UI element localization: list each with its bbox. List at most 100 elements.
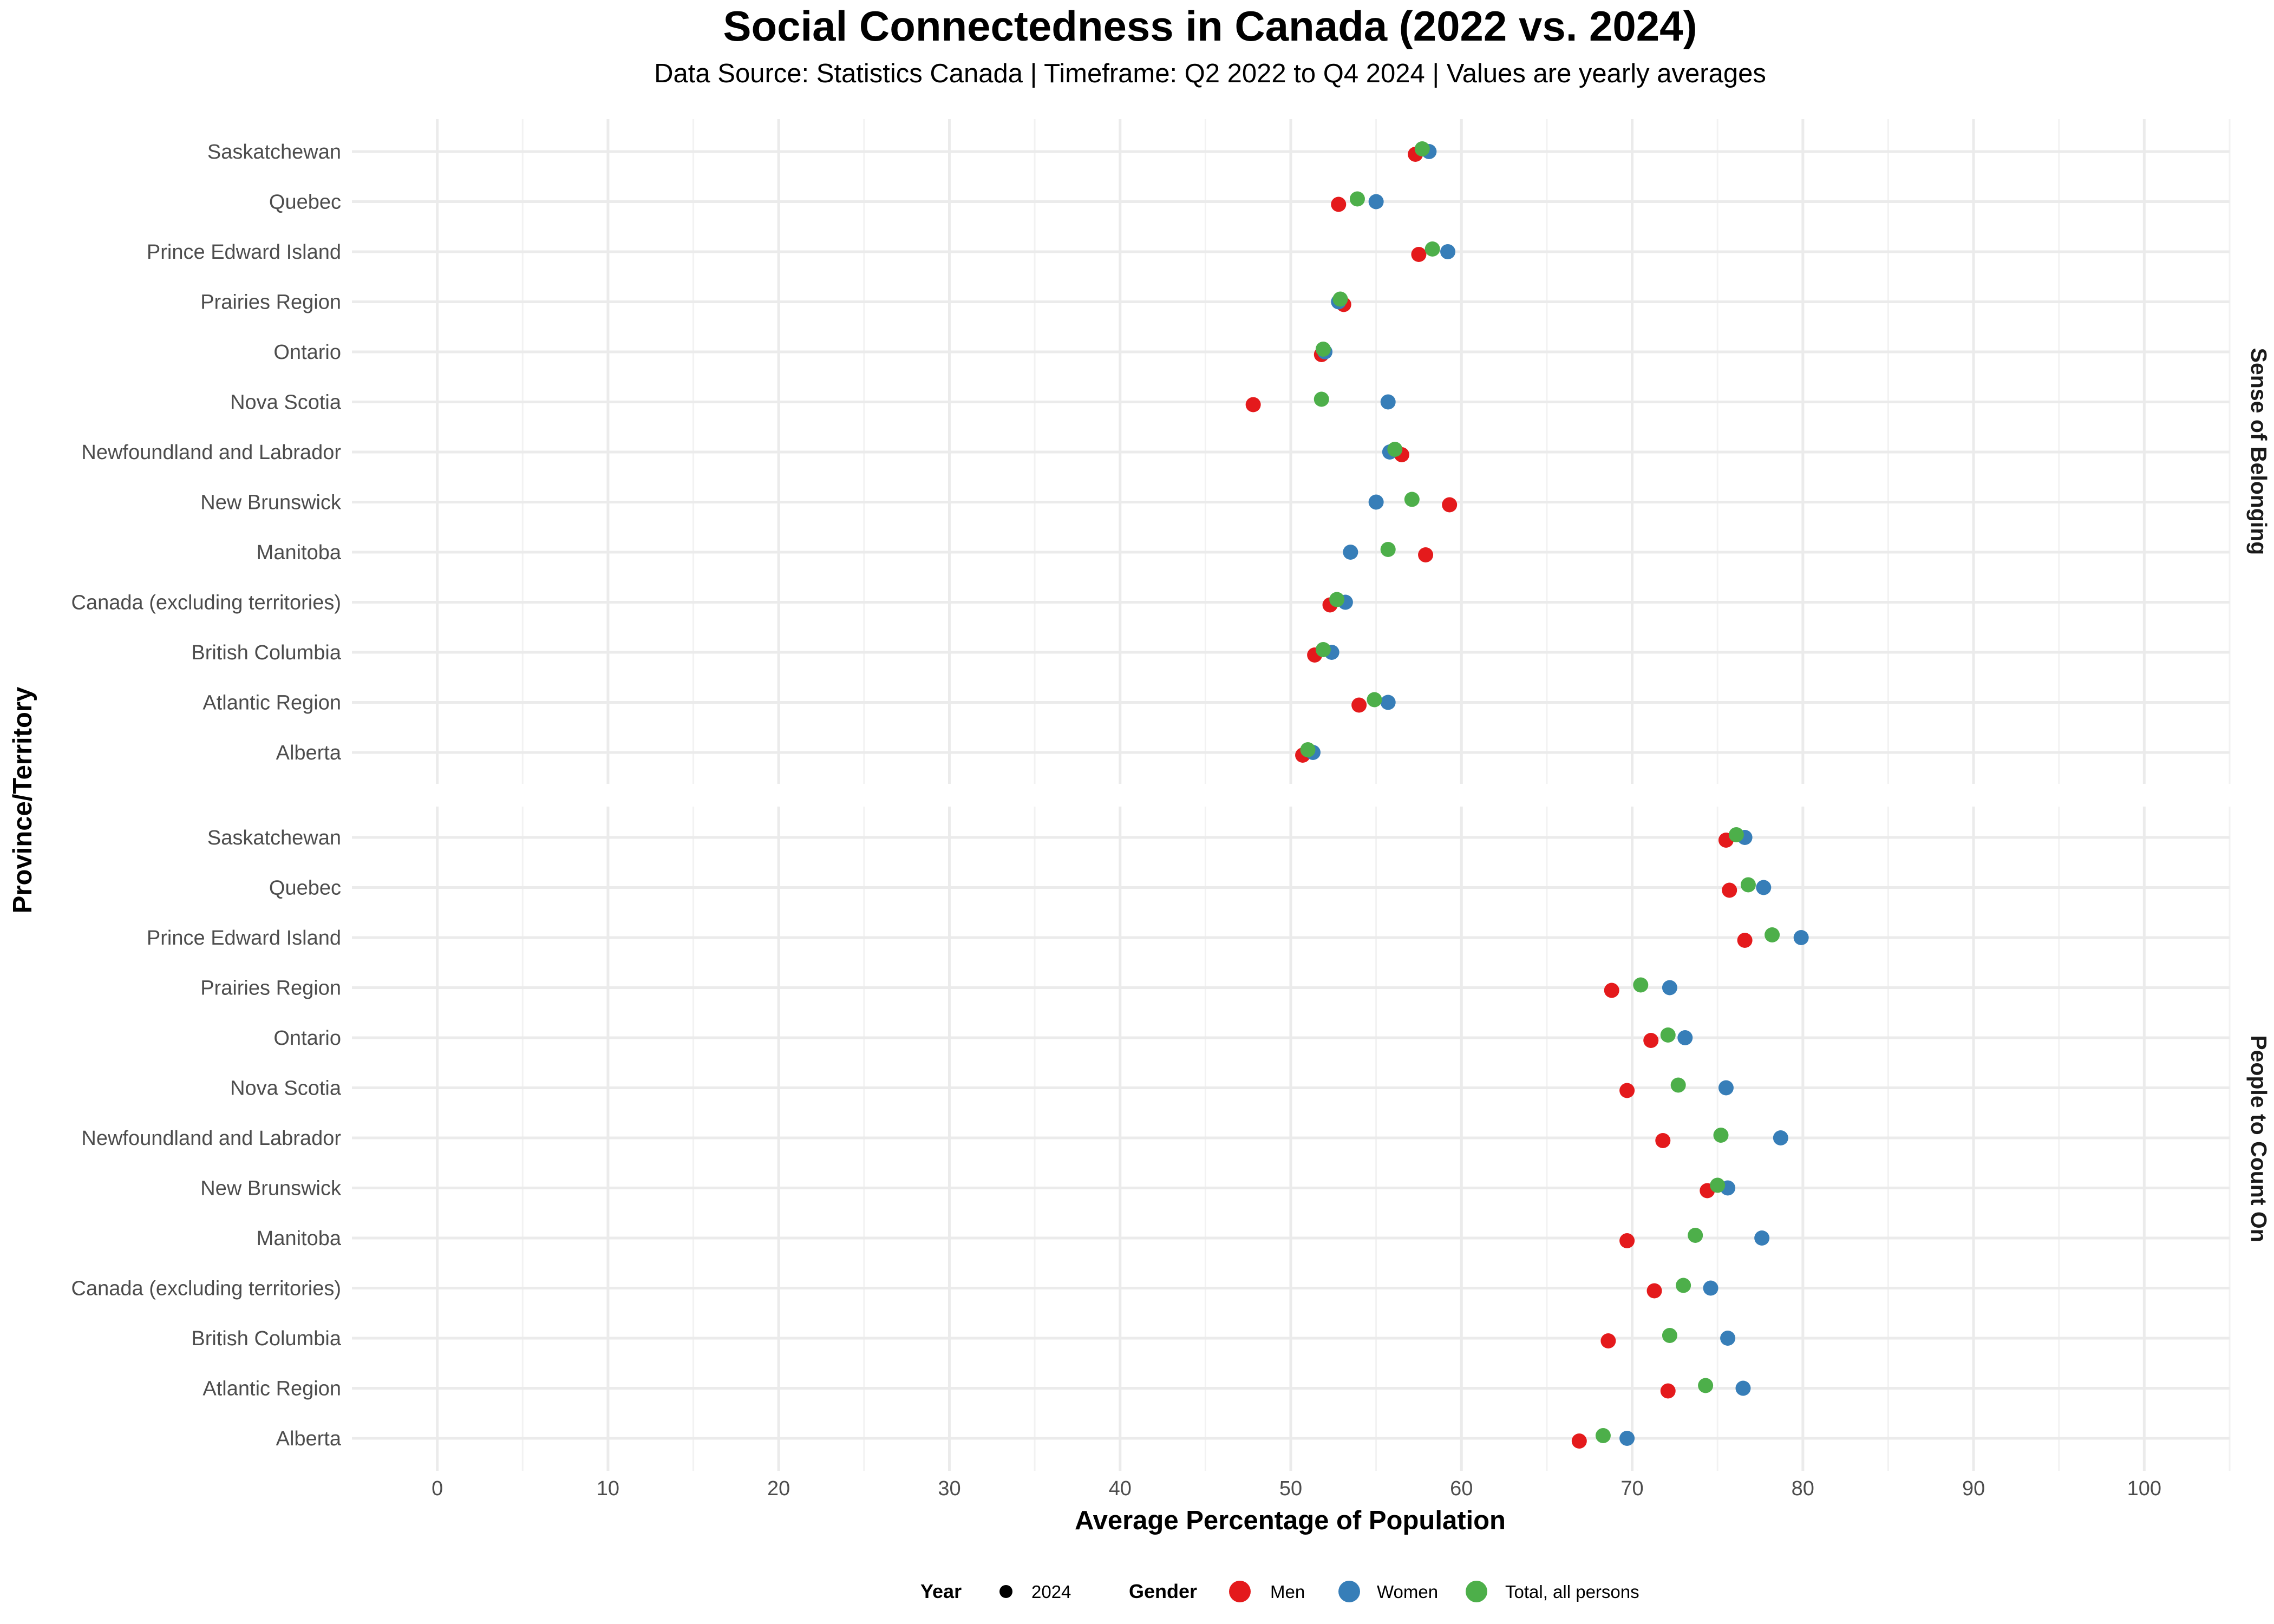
x-tick-label: 100: [2127, 1477, 2161, 1500]
y-tick-label: Prairies Region: [200, 977, 341, 1000]
point-people-to-count-on-total-all-persons: [1765, 927, 1780, 942]
point-people-to-count-on-women: [1773, 1130, 1788, 1145]
point-sense-of-belonging-women: [1380, 695, 1396, 710]
point-sense-of-belonging-total-all-persons: [1414, 141, 1430, 156]
facet-label-sense-of-belonging: Sense of Belonging: [2246, 348, 2271, 555]
y-tick-label: Saskatchewan: [207, 141, 341, 163]
y-tick-labels: Saskatchewan Quebec Prince Edward Island Pr…: [71, 141, 342, 1450]
point-sense-of-belonging-men: [1331, 197, 1347, 212]
y-tick-label: Prairies Region: [200, 291, 341, 314]
point-people-to-count-on-total-all-persons: [1698, 1378, 1714, 1393]
y-tick-label: New Brunswick: [200, 1177, 342, 1200]
legend-label-total: Total, all persons: [1505, 1582, 1639, 1602]
point-people-to-count-on-total-all-persons: [1595, 1428, 1611, 1443]
point-people-to-count-on-men: [1737, 933, 1753, 948]
legend-gender-title: Gender: [1129, 1580, 1197, 1602]
y-tick-label: Prince Edward Island: [147, 927, 341, 949]
point-sense-of-belonging-men: [1418, 547, 1434, 562]
y-tick-label: Newfoundland and Labrador: [81, 1127, 341, 1150]
point-people-to-count-on-total-all-persons: [1676, 1278, 1691, 1293]
point-sense-of-belonging-total-all-persons: [1367, 692, 1382, 708]
point-sense-of-belonging-men: [1351, 697, 1367, 713]
point-people-to-count-on-women: [1703, 1280, 1718, 1296]
point-sense-of-belonging-men: [1411, 247, 1427, 262]
y-tick-label: New Brunswick: [200, 492, 342, 514]
y-tick-label: Ontario: [273, 1027, 341, 1050]
point-sense-of-belonging-women: [1343, 545, 1358, 560]
x-tick-label: 80: [1792, 1477, 1814, 1500]
legend-label-men: Men: [1270, 1582, 1305, 1602]
legend-key-total: [1466, 1581, 1487, 1602]
point-people-to-count-on-men: [1660, 1383, 1676, 1399]
y-tick-label: Quebec: [269, 191, 341, 214]
x-tick-label: 0: [432, 1477, 443, 1500]
legend-year-label: 2024: [1031, 1582, 1071, 1602]
x-tick-label: 40: [1109, 1477, 1132, 1500]
y-tick-label: Prince Edward Island: [147, 241, 341, 264]
point-sense-of-belonging-total-all-persons: [1380, 542, 1396, 557]
point-sense-of-belonging-women: [1440, 244, 1456, 259]
x-tick-label: 10: [597, 1477, 619, 1500]
legend-key-women: [1338, 1581, 1360, 1602]
point-people-to-count-on-total-all-persons: [1670, 1077, 1686, 1093]
chart-title: Social Connectedness in Canada (2022 vs.…: [723, 2, 1697, 50]
legend: Year 2024 Gender Men Women Total, all pe…: [920, 1580, 1639, 1602]
point-people-to-count-on-total-all-persons: [1662, 1328, 1677, 1343]
legend-key-men: [1229, 1581, 1251, 1602]
point-people-to-count-on-women: [1720, 1331, 1736, 1346]
point-sense-of-belonging-total-all-persons: [1329, 592, 1345, 607]
y-axis-title: Province/Territory: [8, 687, 37, 913]
y-tick-label: Newfoundland and Labrador: [81, 441, 341, 464]
point-sense-of-belonging-women: [1368, 494, 1384, 510]
point-people-to-count-on-women: [1735, 1380, 1751, 1396]
x-tick-label: 30: [938, 1477, 960, 1500]
x-tick-label: 60: [1450, 1477, 1473, 1500]
legend-year-key: [999, 1585, 1012, 1598]
point-people-to-count-on-women: [1718, 1080, 1734, 1096]
y-tick-label: British Columbia: [191, 641, 342, 664]
y-tick-label: Atlantic Region: [202, 1378, 341, 1400]
point-people-to-count-on-men: [1571, 1433, 1587, 1449]
y-tick-label: British Columbia: [191, 1327, 342, 1350]
y-tick-label: Quebec: [269, 877, 341, 900]
point-sense-of-belonging-men: [1442, 497, 1458, 513]
point-people-to-count-on-total-all-persons: [1660, 1027, 1676, 1043]
point-people-to-count-on-total-all-persons: [1740, 877, 1756, 893]
point-people-to-count-on-total-all-persons: [1688, 1228, 1703, 1243]
x-tick-label: 90: [1962, 1477, 1985, 1500]
chart-subtitle: Data Source: Statistics Canada | Timefra…: [654, 59, 1766, 88]
point-sense-of-belonging-men: [1245, 397, 1261, 412]
point-sense-of-belonging-total-all-persons: [1404, 492, 1420, 507]
point-people-to-count-on-women: [1677, 1030, 1693, 1045]
point-people-to-count-on-men: [1604, 983, 1619, 998]
point-people-to-count-on-men: [1722, 882, 1737, 898]
y-tick-label: Saskatchewan: [207, 827, 341, 849]
point-people-to-count-on-men: [1600, 1333, 1616, 1348]
point-people-to-count-on-total-all-persons: [1728, 827, 1744, 842]
point-people-to-count-on-men: [1619, 1083, 1635, 1098]
point-sense-of-belonging-total-all-persons: [1424, 241, 1440, 257]
point-people-to-count-on-women: [1662, 980, 1677, 996]
point-people-to-count-on-men: [1646, 1283, 1662, 1299]
point-sense-of-belonging-total-all-persons: [1314, 391, 1329, 407]
y-tick-label: Canada (excluding territories): [71, 592, 341, 614]
facet-strip-labels: Sense of Belonging People to Count On: [2246, 348, 2271, 1242]
y-tick-label: Nova Scotia: [230, 391, 342, 414]
data-points: [1245, 141, 1809, 1449]
x-tick-label: 50: [1279, 1477, 1302, 1500]
point-people-to-count-on-women: [1793, 930, 1809, 945]
point-people-to-count-on-total-all-persons: [1710, 1177, 1726, 1193]
facet-label-people-to-count-on: People to Count On: [2246, 1035, 2271, 1242]
y-tick-label: Manitoba: [257, 1227, 342, 1250]
y-tick-label: Ontario: [273, 341, 341, 364]
point-sense-of-belonging-total-all-persons: [1315, 342, 1331, 357]
legend-label-women: Women: [1377, 1582, 1438, 1602]
point-people-to-count-on-men: [1655, 1133, 1671, 1148]
point-sense-of-belonging-total-all-persons: [1300, 742, 1316, 757]
x-tick-labels: 0 10 20 30 40 50 60 70 80 90 100: [432, 1477, 2161, 1500]
point-people-to-count-on-women: [1619, 1431, 1635, 1446]
point-people-to-count-on-men: [1643, 1033, 1659, 1048]
point-sense-of-belonging-total-all-persons: [1387, 442, 1403, 457]
legend-year-title: Year: [920, 1580, 962, 1602]
